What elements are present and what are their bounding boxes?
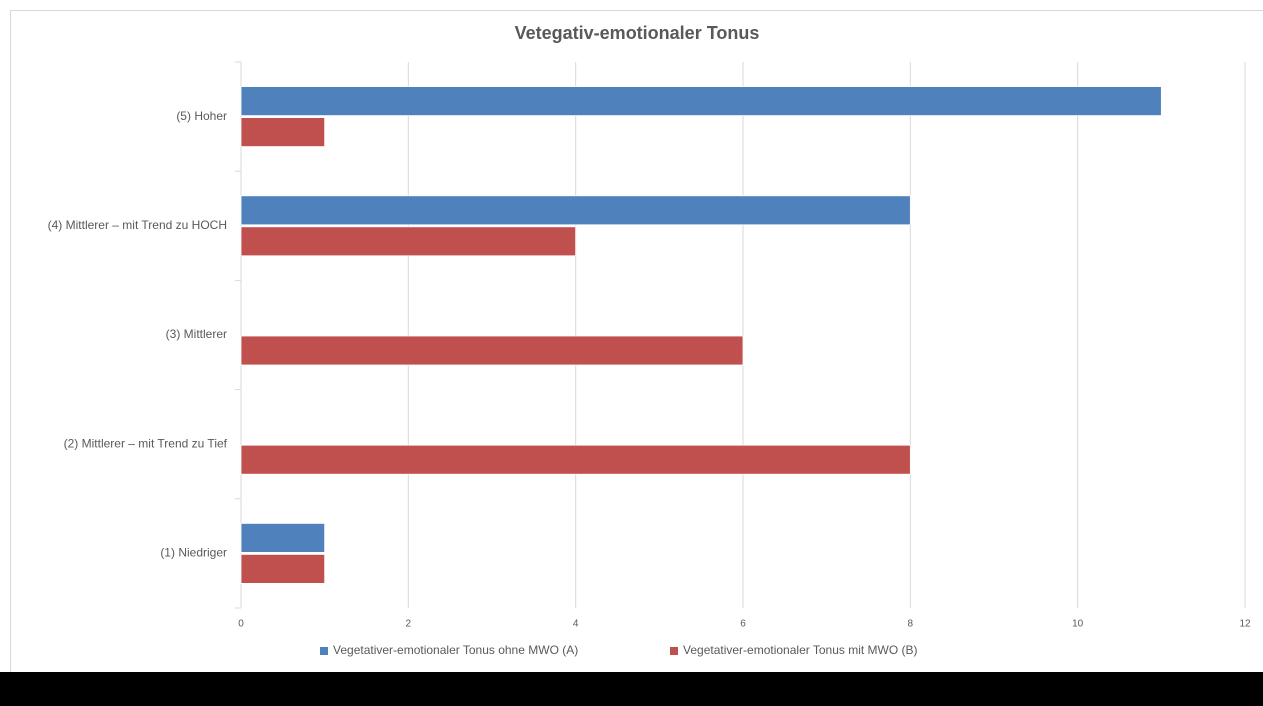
y-tick-label: (3) Mittlerer	[166, 327, 227, 341]
bar	[240, 226, 577, 257]
bar	[240, 523, 326, 553]
legend-label: Vegetativer-emotionaler Tonus ohne MWO (…	[333, 643, 578, 657]
bar	[240, 86, 1162, 116]
y-tick-label: (1) Niedriger	[160, 546, 227, 560]
legend-swatch	[320, 647, 328, 655]
x-tick-label: 6	[740, 619, 746, 630]
x-tick-label: 2	[406, 619, 412, 630]
legend-swatch	[670, 647, 678, 655]
x-tick-label: 8	[908, 619, 914, 630]
x-tick-label: 0	[238, 619, 244, 630]
bar	[240, 444, 911, 475]
bar	[240, 195, 911, 226]
chart-title: Vetegativ-emotionaler Tonus	[515, 23, 760, 43]
x-tick-label: 12	[1239, 619, 1251, 630]
y-tick-label: (4) Mittlerer – mit Trend zu HOCH	[48, 218, 227, 232]
bar	[240, 117, 326, 147]
bar	[240, 335, 744, 366]
legend-label: Vegetativer-emotionaler Tonus mit MWO (B…	[683, 643, 918, 657]
y-tick-label: (2) Mittlerer – mit Trend zu Tief	[64, 436, 228, 450]
x-tick-label: 10	[1072, 619, 1084, 630]
bar	[240, 554, 326, 584]
y-tick-label: (5) Hoher	[176, 109, 227, 123]
x-tick-label: 4	[573, 619, 579, 630]
